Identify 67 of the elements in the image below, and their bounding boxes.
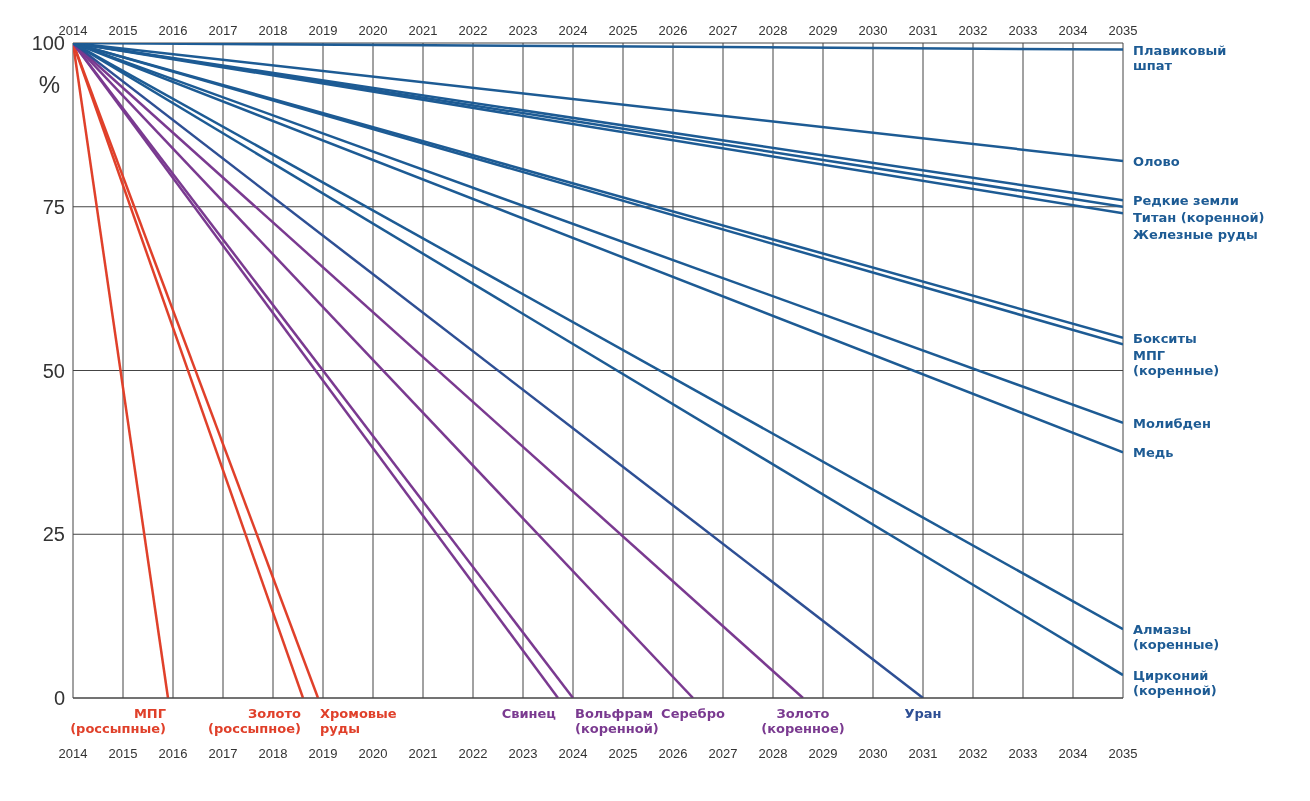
series-label: Олово bbox=[1133, 153, 1180, 169]
x2-tick-label: 2033 bbox=[1008, 746, 1038, 761]
x-tick-label: 2018 bbox=[258, 23, 288, 38]
x2-tick-label: 2015 bbox=[108, 746, 138, 761]
x-tick-label: 2028 bbox=[758, 23, 788, 38]
x2-tick-label: 2022 bbox=[458, 746, 488, 761]
x-tick-label: 2033 bbox=[1008, 23, 1038, 38]
x-tick-label: 2035 bbox=[1108, 23, 1138, 38]
series-label: Медь bbox=[1133, 445, 1174, 461]
x2-tick-label: 2030 bbox=[858, 746, 888, 761]
series-label: Свинец bbox=[501, 706, 557, 721]
series-label: Хромовые руды bbox=[320, 706, 397, 736]
y-tick-label: 50 bbox=[42, 359, 65, 382]
x-tick-label: 2032 bbox=[958, 23, 988, 38]
x2-tick-label: 2032 bbox=[958, 746, 988, 761]
x2-tick-label: 2018 bbox=[258, 746, 288, 761]
y-tick-label: 25 bbox=[42, 523, 65, 546]
series-label: Цирконий (коренной) bbox=[1133, 668, 1217, 699]
x-tick-label: 2017 bbox=[208, 23, 238, 38]
x2-tick-label: 2027 bbox=[708, 746, 738, 761]
series-label: Титан (коренной) bbox=[1133, 210, 1265, 226]
x2-tick-label: 2021 bbox=[408, 746, 438, 761]
series-label: Серебро bbox=[661, 706, 725, 721]
x2-tick-label: 2019 bbox=[308, 746, 338, 761]
x-tick-label: 2020 bbox=[358, 23, 388, 38]
x2-tick-label: 2028 bbox=[758, 746, 788, 761]
x-tick-label: 2015 bbox=[108, 23, 138, 38]
x-tick-label: 2021 bbox=[408, 23, 438, 38]
x2-tick-label: 2016 bbox=[158, 746, 188, 761]
series-label: МПГ (коренные) bbox=[1133, 347, 1220, 378]
series-label: Алмазы (коренные) bbox=[1133, 622, 1220, 653]
x-tick-label: 2030 bbox=[858, 23, 888, 38]
series-label: Золото (коренное) bbox=[761, 706, 845, 736]
x2-tick-label: 2029 bbox=[808, 746, 838, 761]
x2-tick-label: 2024 bbox=[558, 746, 588, 761]
x-tick-label: 2016 bbox=[158, 23, 188, 38]
series-label: Вольфрам (коренной) bbox=[575, 706, 659, 736]
x-tick-label: 2024 bbox=[558, 23, 588, 38]
x2-tick-label: 2025 bbox=[608, 746, 638, 761]
x-tick-label: 2023 bbox=[508, 23, 538, 38]
y-axis-title: % bbox=[38, 71, 60, 99]
x-tick-label: 2031 bbox=[908, 23, 938, 38]
x-tick-label: 2029 bbox=[808, 23, 838, 38]
x2-tick-label: 2026 bbox=[658, 746, 688, 761]
series-label: Редкие земли bbox=[1133, 193, 1239, 209]
y-tick-label: 75 bbox=[42, 195, 65, 218]
x2-tick-label: 2035 bbox=[1108, 746, 1138, 761]
series-label: Золото (россыпное) bbox=[208, 706, 302, 736]
x2-tick-label: 2031 bbox=[908, 746, 938, 761]
series-label: Уран bbox=[904, 706, 942, 721]
x-tick-label: 2025 bbox=[608, 23, 638, 38]
series-label: МПГ (россыпные) bbox=[70, 706, 166, 736]
series-label: Бокситы bbox=[1133, 330, 1197, 346]
x-tick-label: 2027 bbox=[708, 23, 738, 38]
x-tick-label: 2019 bbox=[308, 23, 338, 38]
y-tick-label: 0 bbox=[53, 687, 65, 710]
series-label: Плавиковый шпат bbox=[1133, 42, 1227, 73]
x2-tick-label: 2020 bbox=[358, 746, 388, 761]
series-label: Молибден bbox=[1133, 415, 1211, 431]
x2-tick-label: 2034 bbox=[1058, 746, 1088, 761]
x-tick-label: 2034 bbox=[1058, 23, 1088, 38]
x-tick-label: 2026 bbox=[658, 23, 688, 38]
x2-tick-label: 2017 bbox=[208, 746, 238, 761]
x2-tick-label: 2014 bbox=[58, 746, 88, 761]
x-tick-label: 2022 bbox=[458, 23, 488, 38]
series-label: Железные руды bbox=[1133, 227, 1258, 243]
x2-tick-label: 2023 bbox=[508, 746, 538, 761]
